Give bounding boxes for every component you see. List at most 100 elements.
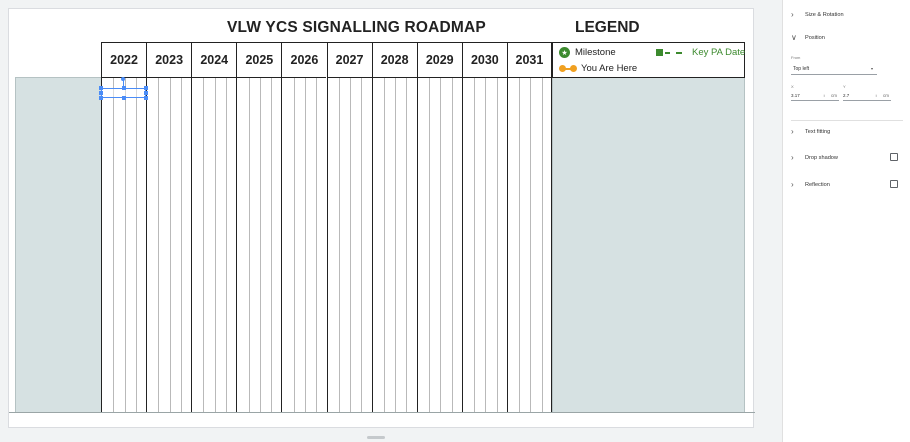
dropdown-arrow-icon: ▾ bbox=[870, 66, 873, 71]
quarter-divider bbox=[226, 78, 227, 413]
format-options-panel: › Size & Rotation ∨ Position From Top le… bbox=[782, 0, 910, 442]
you-are-here-icon bbox=[559, 64, 577, 73]
resize-handle-top-left[interactable] bbox=[99, 86, 103, 90]
quarter-divider bbox=[361, 78, 363, 413]
resize-handle-right[interactable] bbox=[144, 91, 148, 95]
quarter-divider bbox=[203, 78, 205, 413]
speaker-notes-drag-handle[interactable] bbox=[367, 436, 385, 439]
right-band-shape[interactable] bbox=[552, 77, 745, 413]
legend-box[interactable]: ★ Milestone Key PA Date You Are Here bbox=[552, 42, 745, 78]
year-column[interactable]: 2023 bbox=[146, 42, 192, 413]
left-band-shape[interactable] bbox=[15, 77, 102, 413]
resize-handle-bottom-right[interactable] bbox=[144, 96, 148, 100]
year-column[interactable]: 2028 bbox=[371, 42, 417, 413]
chevron-right-icon: › bbox=[791, 180, 794, 189]
rotate-handle-stem bbox=[123, 80, 124, 88]
legend-title[interactable]: LEGEND bbox=[575, 19, 640, 36]
section-label: Reflection bbox=[805, 181, 830, 188]
quarter-divider bbox=[541, 78, 543, 413]
section-reflection[interactable]: › Reflection bbox=[791, 180, 903, 189]
milestone-star-icon: ★ bbox=[559, 47, 570, 58]
grid-top-line bbox=[101, 42, 552, 43]
rotate-handle[interactable] bbox=[121, 77, 125, 81]
quarter-divider bbox=[135, 78, 137, 413]
grid-bottom-line bbox=[9, 412, 755, 413]
year-header[interactable]: 2027 bbox=[327, 42, 372, 78]
quarter-divider bbox=[248, 78, 250, 413]
resize-handle-bottom-left[interactable] bbox=[99, 96, 103, 100]
year-header[interactable]: 2023 bbox=[147, 42, 192, 78]
quarter-divider bbox=[406, 78, 408, 413]
year-header[interactable]: 2022 bbox=[102, 42, 147, 78]
quarter-divider bbox=[169, 78, 171, 413]
key-pa-date-icon bbox=[656, 49, 682, 56]
quarter-divider bbox=[271, 78, 273, 413]
resize-handle-left[interactable] bbox=[99, 91, 103, 95]
year-column[interactable]: 2025 bbox=[236, 42, 282, 413]
section-text-fitting[interactable]: › Text fitting bbox=[791, 127, 830, 136]
panel-divider bbox=[791, 120, 903, 121]
quarter-divider bbox=[519, 78, 521, 413]
y-position-input[interactable]: 2.7 ↕ cm bbox=[843, 91, 891, 101]
year-header[interactable]: 2026 bbox=[282, 42, 327, 78]
slide-title[interactable]: VLW YCS SIGNALLING ROADMAP bbox=[227, 19, 486, 36]
quarter-divider bbox=[316, 78, 318, 413]
year-header[interactable]: 2025 bbox=[237, 42, 282, 78]
x-unit: cm bbox=[831, 93, 837, 98]
resize-handle-bottom[interactable] bbox=[122, 96, 126, 100]
x-position-value: 3.17 bbox=[791, 93, 800, 98]
section-label: Drop shadow bbox=[805, 154, 838, 161]
quarter-divider bbox=[440, 78, 442, 413]
drop-shadow-checkbox[interactable] bbox=[890, 153, 898, 161]
quarter-divider bbox=[113, 78, 115, 413]
year-header[interactable]: 2028 bbox=[372, 42, 417, 78]
quarter-divider bbox=[428, 78, 430, 413]
year-column[interactable]: 2030 bbox=[461, 42, 507, 413]
legend-item-key-pa-date: Key PA Date bbox=[656, 47, 745, 58]
position-from-select[interactable]: Top left ▾ bbox=[791, 63, 877, 75]
section-label: Size & Rotation bbox=[805, 11, 844, 18]
quarter-divider bbox=[338, 78, 340, 413]
slide-canvas[interactable]: VLW YCS SIGNALLING ROADMAP LEGEND 2022 20… bbox=[8, 8, 755, 428]
quarter-divider bbox=[350, 78, 352, 413]
chevron-right-icon: › bbox=[791, 127, 794, 136]
year-column[interactable]: 2029 bbox=[416, 42, 462, 413]
year-header[interactable]: 2030 bbox=[462, 42, 507, 78]
spinner-icon[interactable]: ↕ bbox=[823, 93, 825, 98]
section-drop-shadow[interactable]: › Drop shadow bbox=[791, 153, 903, 162]
quarter-divider bbox=[180, 78, 182, 413]
quarter-divider bbox=[451, 78, 453, 413]
quarter-divider bbox=[383, 78, 385, 413]
reflection-checkbox[interactable] bbox=[890, 180, 898, 188]
resize-handle-top[interactable] bbox=[122, 86, 126, 90]
x-position-input[interactable]: 3.17 ↕ cm bbox=[791, 91, 839, 101]
spinner-icon[interactable]: ↕ bbox=[875, 93, 877, 98]
quarter-divider bbox=[259, 78, 261, 413]
year-header[interactable]: 2029 bbox=[417, 42, 462, 78]
section-size-rotation[interactable]: › Size & Rotation bbox=[791, 10, 844, 19]
year-grid[interactable]: 2022 2023 2024 2025 2026 2027 2028 2029 2030 2031 bbox=[101, 42, 552, 413]
resize-handle-top-right[interactable] bbox=[144, 86, 148, 90]
section-label: Position bbox=[805, 34, 825, 41]
chevron-right-icon: › bbox=[791, 153, 794, 162]
year-column[interactable]: 2027 bbox=[326, 42, 372, 413]
year-column[interactable]: 2026 bbox=[281, 42, 327, 413]
quarter-divider bbox=[158, 78, 160, 413]
x-label: X bbox=[791, 84, 794, 89]
quarter-divider bbox=[124, 78, 126, 413]
quarter-divider bbox=[293, 78, 295, 413]
quarter-divider bbox=[530, 78, 532, 413]
position-from-value: Top left bbox=[793, 65, 810, 72]
quarter-divider bbox=[214, 78, 216, 413]
section-position[interactable]: ∨ Position bbox=[791, 33, 825, 42]
quarter-divider bbox=[485, 78, 487, 413]
chevron-right-icon: › bbox=[791, 10, 794, 19]
year-header[interactable]: 2024 bbox=[192, 42, 237, 78]
year-column[interactable]: 2031 bbox=[506, 42, 552, 413]
year-column[interactable]: 2024 bbox=[191, 42, 237, 413]
chevron-down-icon: ∨ bbox=[791, 33, 797, 42]
quarter-divider bbox=[474, 78, 476, 413]
quarter-divider bbox=[395, 78, 397, 413]
legend-key-pa-label: Key PA Date bbox=[692, 47, 746, 58]
year-header[interactable]: 2031 bbox=[507, 42, 551, 78]
